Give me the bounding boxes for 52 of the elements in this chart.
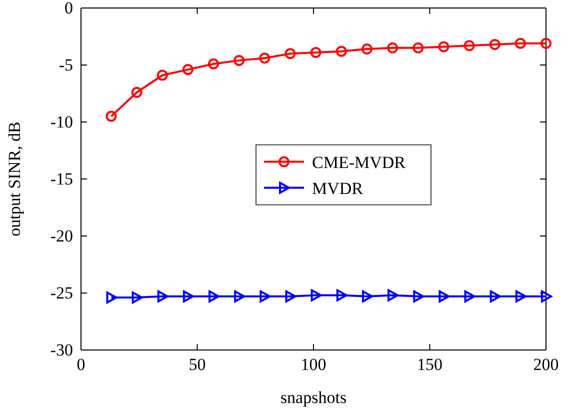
point [208,290,220,302]
point [464,290,476,302]
point [388,289,399,302]
point [490,290,501,302]
point [156,70,168,81]
point [157,290,168,302]
y-tick-label: -15 [50,169,73,188]
point [438,290,450,302]
point [259,52,270,64]
point [540,38,552,49]
point [285,290,296,302]
x-axis-title: snapshots [280,388,347,407]
point [336,46,347,57]
y-axis-title: output SINR, dB [5,122,24,236]
y-tick-label: -30 [50,340,73,360]
point [131,86,142,98]
point [208,58,220,70]
point [412,42,424,54]
point [515,290,526,302]
point [132,292,143,304]
x-tick-label: 100 [300,355,326,374]
point [310,289,322,302]
point [260,290,271,302]
point [514,38,526,49]
x-tick-label: 0 [76,355,86,374]
point [284,48,296,60]
x-tick-label: 50 [188,355,206,374]
y-tick-label: -20 [50,226,73,246]
x-tick-label: 200 [533,355,559,374]
x-tick-label: 150 [417,355,442,374]
point [106,292,118,304]
legend-label: MVDR [312,178,364,198]
point [361,44,372,55]
legend-label: CME-MVDR [312,152,406,172]
y-tick-label: -25 [50,283,73,302]
point [541,290,552,302]
point [362,290,373,302]
point [387,42,398,54]
point [106,110,117,122]
point [438,41,450,52]
point [234,54,245,66]
point [234,290,246,302]
point [413,290,424,302]
y-tick-label: 0 [64,0,73,18]
point [310,46,322,58]
point [489,38,500,50]
point [464,40,475,52]
point [182,64,194,76]
point [336,289,348,302]
y-tick-label: -5 [58,55,73,74]
point [182,290,194,302]
y-tick-label: -10 [50,112,73,132]
